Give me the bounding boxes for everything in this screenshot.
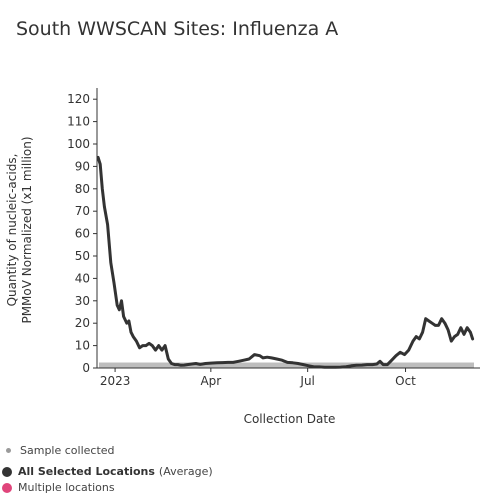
y-tick-label-40: 40 bbox=[75, 271, 90, 285]
y-tick-label-0: 0 bbox=[82, 361, 90, 375]
y-tick-label-100: 100 bbox=[67, 137, 90, 151]
all-locations-dot bbox=[2, 466, 12, 477]
sample-collected-label: Sample collected bbox=[20, 444, 115, 457]
x-axis-label: Collection Date bbox=[244, 412, 336, 426]
chart-title: South WWSCAN Sites: Influenza A bbox=[16, 18, 339, 40]
x-tick-label-Jul: Jul bbox=[299, 374, 314, 388]
series-line-0 bbox=[96, 155, 475, 369]
all-locations-label-bold: All Selected Locations bbox=[18, 465, 155, 478]
y-tick-label-110: 110 bbox=[67, 115, 90, 129]
legend-multiple-locations[interactable]: Multiple locations bbox=[2, 481, 115, 494]
y-tick-label-80: 80 bbox=[75, 182, 90, 196]
y-tick-label-50: 50 bbox=[75, 249, 90, 263]
y-tick-label-60: 60 bbox=[75, 227, 90, 241]
sample-collected-dot bbox=[6, 448, 11, 453]
y-tick-label-90: 90 bbox=[75, 159, 90, 173]
x-tick-label-2023: 2023 bbox=[100, 374, 131, 388]
sample-collected-band bbox=[99, 362, 474, 368]
y-tick-label-10: 10 bbox=[75, 339, 90, 353]
plot-area: 0 10 20 30 40 50 60 70 80 90 100 110 120 2023 Apr Jul Oc… bbox=[67, 88, 480, 388]
y-axis-label-line-2: PMMoV Normalized (x1 million) bbox=[20, 136, 34, 323]
legend-sample-collected: Sample collected bbox=[2, 444, 115, 457]
y-tick-label-120: 120 bbox=[67, 92, 90, 106]
y-tick-label-20: 20 bbox=[75, 316, 90, 330]
multiple-locations-label: Multiple locations bbox=[18, 481, 115, 494]
legend-all-locations[interactable]: All Selected Locations (Average) bbox=[2, 465, 213, 478]
x-tick-label-Apr: Apr bbox=[200, 374, 221, 388]
y-tick-label-70: 70 bbox=[75, 204, 90, 218]
x-tick-label-Oct: Oct bbox=[395, 374, 416, 388]
all-locations-label-rest: (Average) bbox=[158, 465, 213, 478]
y-axis-label-line-1: Quantity of nucleic-acids, bbox=[5, 154, 19, 307]
y-tick-label-30: 30 bbox=[75, 294, 90, 308]
multiple-locations-dot bbox=[2, 482, 12, 493]
